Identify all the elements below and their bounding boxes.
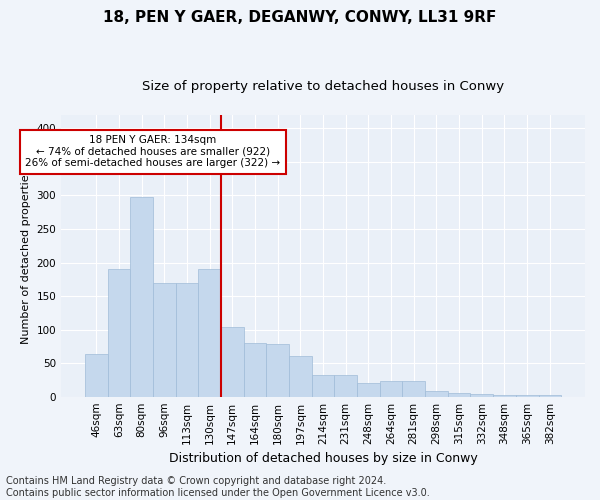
Bar xyxy=(448,392,470,396)
Bar xyxy=(289,356,311,397)
Text: Contains HM Land Registry data © Crown copyright and database right 2024.
Contai: Contains HM Land Registry data © Crown c… xyxy=(6,476,430,498)
Title: Size of property relative to detached houses in Conwy: Size of property relative to detached ho… xyxy=(142,80,504,93)
Bar xyxy=(493,394,516,396)
Bar xyxy=(380,382,403,396)
Bar xyxy=(153,282,176,397)
Bar xyxy=(357,384,380,396)
Bar xyxy=(425,392,448,396)
Bar xyxy=(311,374,334,396)
Y-axis label: Number of detached properties: Number of detached properties xyxy=(21,168,31,344)
Text: 18 PEN Y GAER: 134sqm
← 74% of detached houses are smaller (922)
26% of semi-det: 18 PEN Y GAER: 134sqm ← 74% of detached … xyxy=(25,135,280,168)
Bar xyxy=(470,394,493,396)
Bar xyxy=(539,394,561,396)
Bar xyxy=(198,270,221,396)
Bar xyxy=(516,394,539,396)
Bar xyxy=(334,374,357,396)
Bar xyxy=(176,282,198,397)
Bar xyxy=(403,382,425,396)
Bar xyxy=(130,198,153,396)
Text: 18, PEN Y GAER, DEGANWY, CONWY, LL31 9RF: 18, PEN Y GAER, DEGANWY, CONWY, LL31 9RF xyxy=(103,10,497,25)
Bar xyxy=(244,343,266,396)
X-axis label: Distribution of detached houses by size in Conwy: Distribution of detached houses by size … xyxy=(169,452,478,465)
Bar xyxy=(85,354,107,397)
Bar xyxy=(107,270,130,396)
Bar xyxy=(221,327,244,396)
Bar xyxy=(266,344,289,397)
